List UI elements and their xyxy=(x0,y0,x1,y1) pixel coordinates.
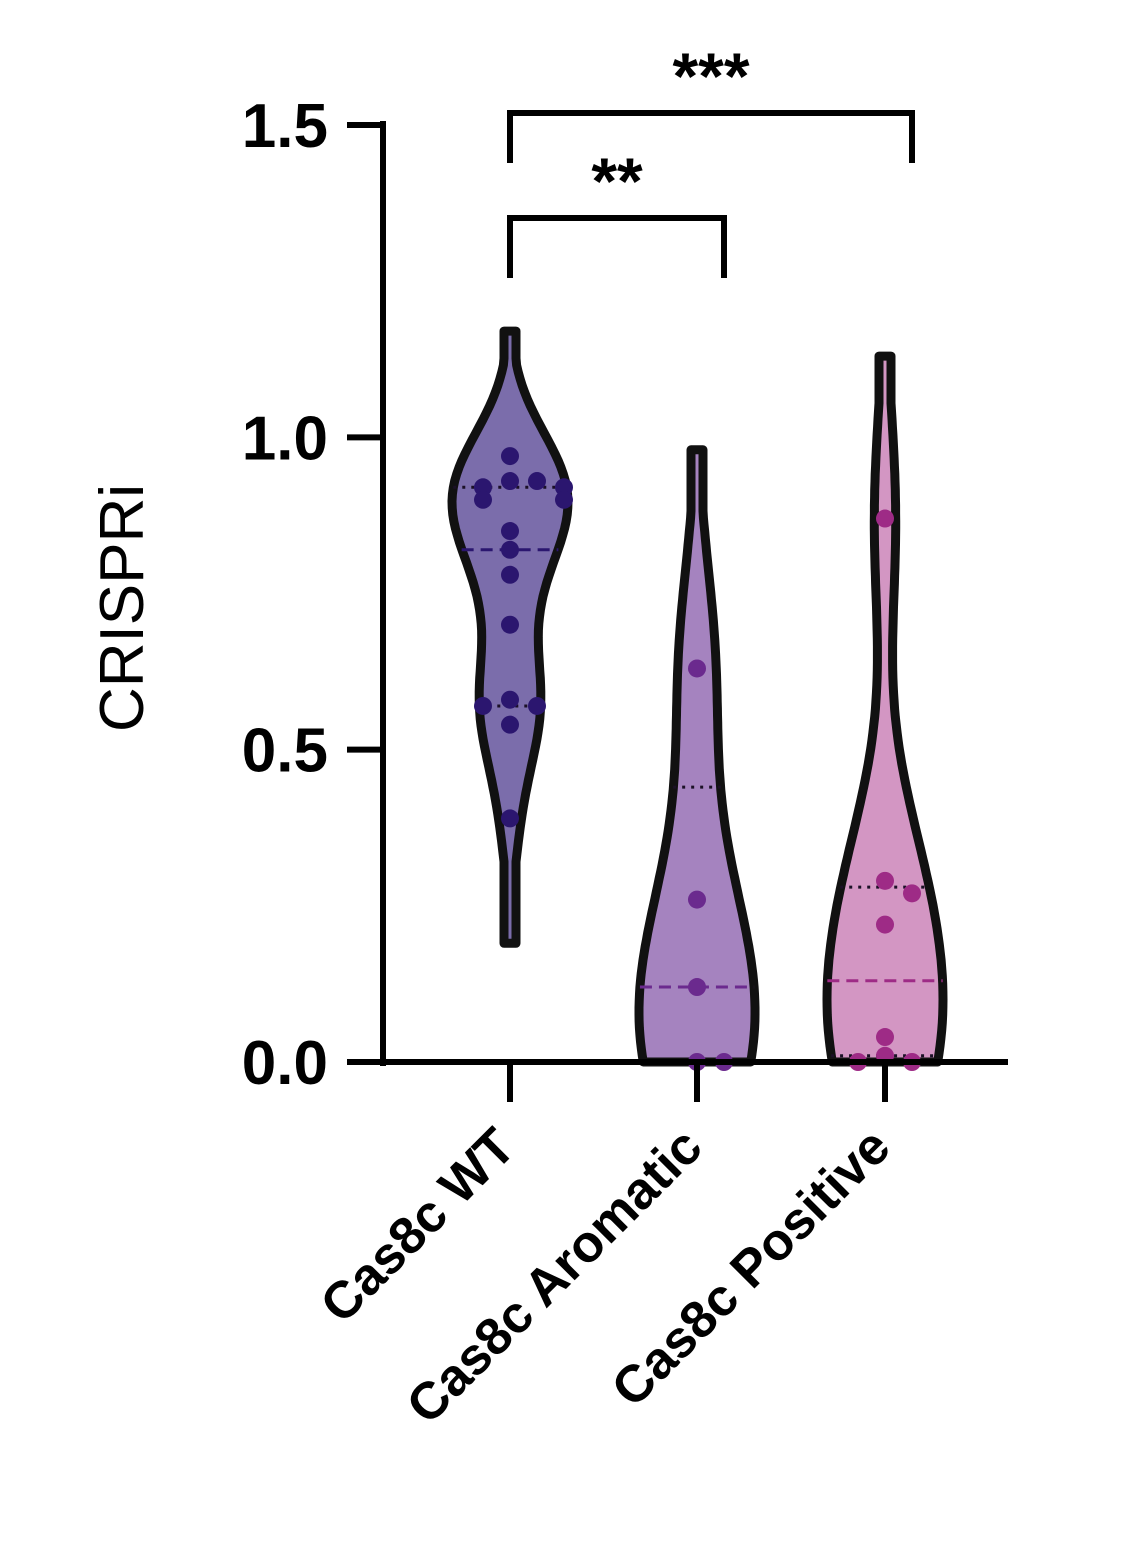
y-tick-label: 0.0 xyxy=(242,1029,328,1098)
data-point xyxy=(688,659,706,678)
bracket-line xyxy=(507,215,727,278)
data-point xyxy=(501,522,519,541)
data-point xyxy=(474,490,492,509)
significance-label: *** xyxy=(672,39,749,113)
y-axis-title: CRISPRi xyxy=(88,484,157,732)
violin-group-1 xyxy=(447,326,573,948)
data-point xyxy=(501,472,519,491)
data-point xyxy=(688,978,706,997)
violin-group-3 xyxy=(822,351,948,1071)
y-tick-label: 1.0 xyxy=(242,404,328,473)
significance-bracket-2: *** xyxy=(507,39,915,163)
data-point xyxy=(474,478,492,497)
y-tick-label: 0.5 xyxy=(242,717,328,786)
significance-layer: ***** xyxy=(507,39,915,278)
data-point xyxy=(501,447,519,466)
bracket-line xyxy=(507,110,915,163)
data-point xyxy=(501,690,519,709)
data-point xyxy=(876,871,894,890)
data-point xyxy=(501,565,519,584)
data-point xyxy=(528,472,546,491)
y-tick-label: 1.5 xyxy=(242,92,328,161)
data-point xyxy=(501,540,519,559)
data-point xyxy=(501,715,519,734)
data-point xyxy=(876,1028,894,1047)
data-point xyxy=(876,509,894,528)
violin-body xyxy=(822,351,948,1067)
significance-label: ** xyxy=(591,144,643,218)
data-point xyxy=(903,884,921,903)
violin-body xyxy=(634,445,760,1067)
data-point xyxy=(555,490,573,509)
violin-group-2 xyxy=(634,445,760,1071)
data-point xyxy=(688,890,706,909)
violins-layer xyxy=(447,326,948,1071)
data-point xyxy=(555,478,573,497)
violin-body xyxy=(447,326,573,948)
significance-bracket-1: ** xyxy=(507,144,727,278)
data-point xyxy=(876,915,894,934)
data-point xyxy=(528,696,546,715)
data-point xyxy=(501,615,519,634)
data-point xyxy=(474,696,492,715)
data-point xyxy=(501,809,519,828)
